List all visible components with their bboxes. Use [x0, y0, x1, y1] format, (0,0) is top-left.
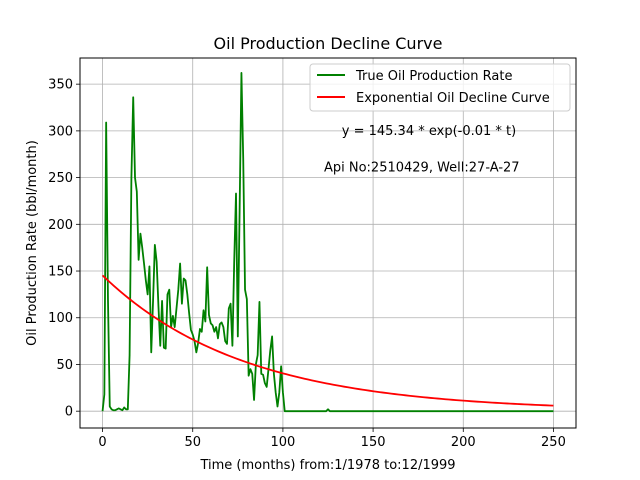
legend-label-decline-curve: Exponential Oil Decline Curve: [356, 91, 550, 106]
x-tick-label: 150: [361, 435, 386, 450]
well-id-annotation: Api No:2510429, Well:27-A-27: [324, 160, 520, 175]
legend-box: [309, 63, 571, 112]
legend: True Oil Production Rate Exponential Oil…: [309, 63, 571, 112]
y-axis-label: Oil Production Rate (bbl/month): [25, 140, 40, 346]
y-tick-label: 250: [48, 171, 73, 186]
x-tick-label: 0: [98, 435, 106, 450]
series-exponential-decline-line: [101, 274, 554, 407]
x-tick-label: 200: [451, 435, 476, 450]
x-tick-label: 50: [184, 435, 201, 450]
y-tick-label: 50: [56, 358, 73, 373]
x-tick-label: 100: [270, 435, 295, 450]
y-tick-label: 200: [48, 218, 73, 233]
chart-title: Oil Production Decline Curve: [214, 34, 443, 53]
series-true-production-line: [101, 72, 554, 413]
x-axis-label: Time (months) from:1/1978 to:12/1999: [199, 458, 455, 473]
x-tick-label: 250: [541, 435, 566, 450]
y-tick-label: 0: [65, 405, 73, 420]
axis-ticks: 0 50 100 150 200 250 0 50 100 150 200 250 300 350: [48, 78, 566, 450]
y-tick-label: 100: [48, 311, 73, 326]
y-tick-label: 300: [48, 124, 73, 139]
y-tick-label: 150: [48, 265, 73, 280]
plot-series: [101, 72, 554, 413]
plot-area-frame: [79, 57, 577, 429]
y-tick-label: 350: [48, 78, 73, 93]
legend-label-true-rate: True Oil Production Rate: [355, 69, 512, 84]
decline-equation-annotation: y = 145.34 * exp(-0.01 * t): [342, 124, 516, 139]
